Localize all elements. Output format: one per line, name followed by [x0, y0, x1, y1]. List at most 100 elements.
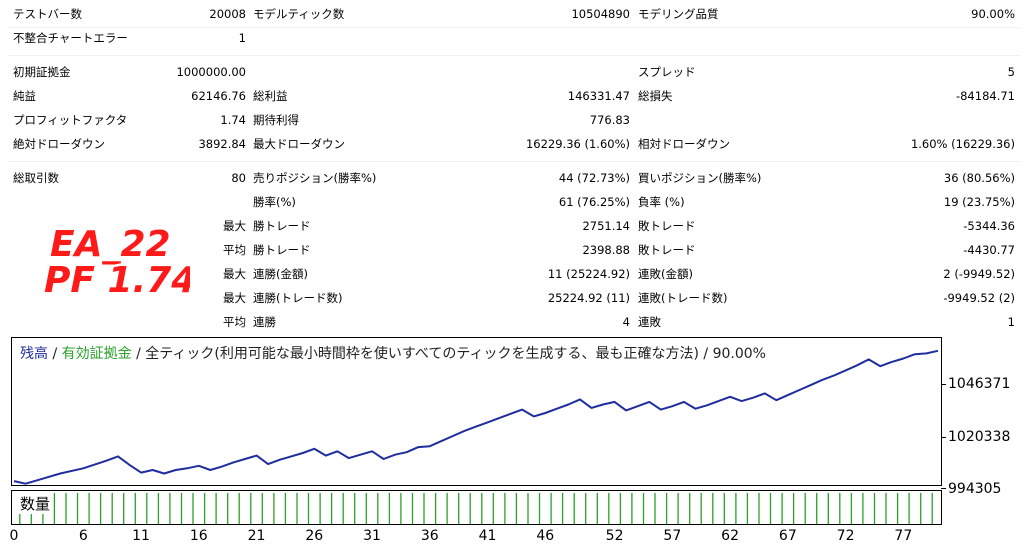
x-tick-label: 52	[605, 528, 624, 544]
value-loss-trades: 19 (23.75%)	[943, 195, 1015, 209]
label-avg-consecutive-wins: 連勝	[253, 315, 276, 329]
x-tick-label: 62	[721, 528, 740, 544]
x-tick-label: 6	[78, 528, 88, 544]
x-tick-label: 36	[420, 528, 439, 544]
value-relative-drawdown: 1.60% (16229.36)	[910, 137, 1015, 151]
balance-graph-plot	[13, 349, 939, 485]
value-test-bars: 20008	[209, 7, 246, 21]
value-max-consecutive-losses-count: -9949.52 (2)	[943, 291, 1015, 305]
prefix-largest: 最大	[223, 219, 246, 233]
x-tick-label: 72	[836, 528, 855, 544]
x-tick-label: 21	[247, 528, 266, 544]
value-average-profit: 2398.88	[582, 243, 630, 257]
value-avg-consecutive-wins: 4	[622, 315, 630, 329]
value-largest-profit: 2751.14	[582, 219, 630, 233]
legend-description: 全ティック(利用可能な最小時間枠を使いすべてのティックを生成する、最も正確な方法…	[145, 346, 766, 362]
label-gross-loss: 総損失	[638, 89, 673, 103]
label-model-ticks: モデルティック数	[253, 7, 345, 21]
overlay-ea-name: EA_22	[50, 224, 171, 265]
y-tick-label: 1020338	[948, 429, 1011, 445]
y-tick-mark	[941, 437, 946, 438]
value-spread: 5	[1007, 65, 1015, 79]
volume-label: 数量	[18, 493, 53, 514]
volume-bars	[19, 493, 933, 524]
x-tick-label: 31	[363, 528, 381, 544]
x-tick-label: 11	[132, 528, 150, 544]
volume-chart: 数量	[11, 490, 942, 525]
label-average-loss: 敗トレード	[638, 243, 696, 257]
label-loss-trades: 負率 (%)	[638, 195, 685, 209]
label-largest-loss: 敗トレード	[638, 219, 696, 233]
value-profit-trades: 61 (76.25%)	[558, 195, 630, 209]
label-max-consecutive-losses-money: 連敗(金額)	[638, 267, 693, 281]
label-max-consecutive-wins-money: 連勝(金額)	[253, 267, 308, 281]
prefix-maximum: 最大	[223, 267, 246, 281]
overlay-profit-factor: PF 1.74	[44, 260, 190, 300]
label-profit-factor: プロフィットファクタ	[13, 113, 128, 127]
value-mismatched-errors: 1	[238, 31, 246, 45]
prefix-avg-consecutive: 平均	[223, 315, 246, 329]
value-profit-factor: 1.74	[220, 113, 246, 127]
value-expected-payoff: 776.83	[589, 113, 630, 127]
label-relative-drawdown: 相対ドローダウン	[638, 137, 730, 151]
label-net-profit: 純益	[13, 89, 36, 103]
balance-graph: 残高 / 有効証拠金 / 全ティック(利用可能な最小時間枠を使いすべてのティック…	[11, 337, 942, 486]
label-max-consecutive-losses-count: 連敗(トレード数)	[638, 291, 728, 305]
value-total-trades: 80	[231, 171, 246, 185]
label-absolute-drawdown: 絶対ドローダウン	[13, 137, 105, 151]
ea-overlay-label: EA_22 PF 1.74	[42, 222, 191, 300]
value-gross-loss: -84184.71	[955, 89, 1015, 103]
label-max-consecutive-wins-count: 連勝(トレード数)	[253, 291, 343, 305]
label-spread: スプレッド	[638, 65, 696, 79]
value-net-profit: 62146.76	[191, 89, 246, 103]
value-average-loss: -4430.77	[963, 243, 1015, 257]
y-tick-mark	[941, 384, 946, 385]
value-model-ticks: 10504890	[571, 7, 630, 21]
value-avg-consecutive-losses: 1	[1007, 315, 1015, 329]
x-tick-label: 67	[778, 528, 797, 544]
legend-separator: /	[48, 346, 62, 362]
legend-separator: /	[131, 346, 146, 362]
value-maximal-drawdown: 16229.36 (1.60%)	[525, 137, 630, 151]
value-absolute-drawdown: 3892.84	[198, 137, 246, 151]
legend-equity: 有効証拠金	[61, 346, 132, 362]
label-expected-payoff: 期待利得	[253, 113, 299, 127]
prefix-average: 平均	[223, 243, 246, 257]
x-tick-label: 77	[894, 528, 913, 544]
label-maximal-drawdown: 最大ドローダウン	[253, 137, 345, 151]
value-largest-loss: -5344.36	[963, 219, 1015, 233]
value-short-positions: 44 (72.73%)	[558, 171, 630, 185]
graph-legend: 残高 / 有効証拠金 / 全ティック(利用可能な最小時間枠を使いすべてのティック…	[20, 343, 766, 363]
label-modeling-quality: モデリング品質	[638, 7, 719, 21]
y-tick-label: 1046371	[948, 376, 1011, 392]
label-short-positions: 売りポジション(勝率%)	[253, 171, 377, 185]
y-tick-label: 994305	[948, 481, 1002, 497]
y-tick-mark	[941, 488, 946, 489]
label-mismatched-errors: 不整合チャートエラー	[13, 31, 128, 45]
label-gross-profit: 総利益	[253, 89, 288, 103]
value-modeling-quality: 90.00%	[971, 7, 1015, 21]
value-initial-deposit: 1000000.00	[176, 65, 246, 79]
label-long-positions: 買いポジション(勝率%)	[638, 171, 762, 185]
label-initial-deposit: 初期証拠金	[13, 65, 71, 79]
label-avg-consecutive-losses: 連敗	[638, 315, 661, 329]
x-tick-label: 26	[305, 528, 324, 544]
x-tick-label: 46	[536, 528, 555, 544]
prefix-maximal: 最大	[223, 291, 246, 305]
value-max-consecutive-wins-money: 11 (25224.92)	[547, 267, 630, 281]
label-profit-trades: 勝率(%)	[253, 195, 296, 209]
value-gross-profit: 146331.47	[567, 89, 630, 103]
label-average-profit: 勝トレード	[253, 243, 311, 257]
balance-line	[13, 349, 939, 485]
label-largest-profit: 勝トレード	[253, 219, 311, 233]
x-tick-label: 0	[9, 528, 19, 544]
value-max-consecutive-wins-count: 25224.92 (11)	[547, 291, 630, 305]
x-tick-label: 57	[663, 528, 682, 544]
label-test-bars: テストバー数	[13, 7, 82, 21]
legend-balance: 残高	[20, 346, 48, 362]
x-tick-label: 16	[189, 528, 208, 544]
value-max-consecutive-losses-money: 2 (-9949.52)	[943, 267, 1015, 281]
label-total-trades: 総取引数	[13, 171, 59, 185]
value-long-positions: 36 (80.56%)	[943, 171, 1015, 185]
x-tick-label: 41	[478, 528, 497, 544]
